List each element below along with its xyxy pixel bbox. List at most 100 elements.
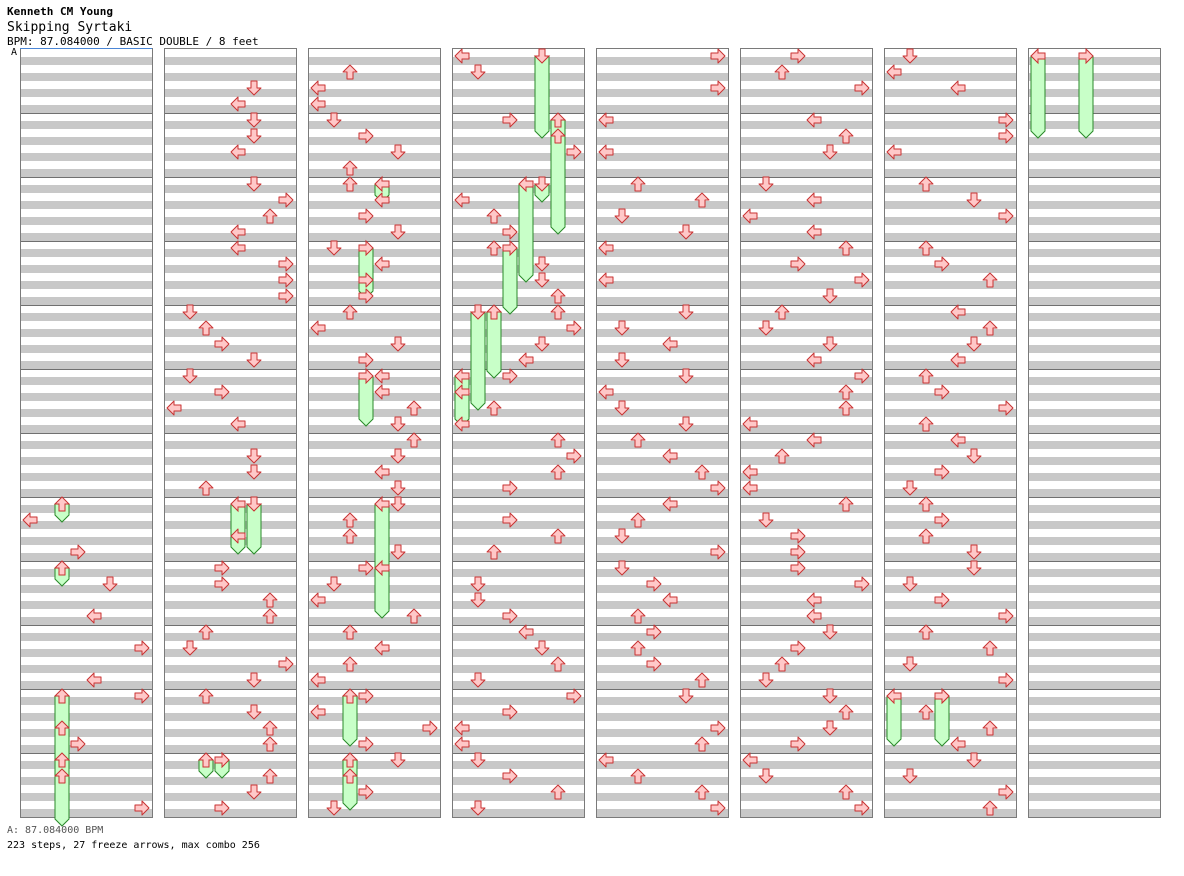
down-arrow-icon [246,352,262,368]
measure-line [741,113,872,114]
left-arrow-icon [662,336,678,352]
up-arrow-icon [198,320,214,336]
left-arrow-icon [806,112,822,128]
chart-column [164,48,297,818]
measure-line [741,177,872,178]
measure-line [21,433,152,434]
freeze-head-up-arrow-icon [485,304,503,320]
measure-line [309,177,440,178]
down-arrow-icon [326,800,342,816]
down-arrow-icon [614,208,630,224]
measure-line [309,753,440,754]
measure-line [21,625,152,626]
chart-column [884,48,1017,818]
measure-line [885,561,1016,562]
left-arrow-icon [22,512,38,528]
down-arrow-icon [390,416,406,432]
right-arrow-icon [934,464,950,480]
up-arrow-icon [694,672,710,688]
up-arrow-icon [774,448,790,464]
up-arrow-icon [486,208,502,224]
right-arrow-icon [278,656,294,672]
measure-line [885,433,1016,434]
down-arrow-icon [390,448,406,464]
measure-line [597,561,728,562]
left-arrow-icon [374,192,390,208]
up-arrow-icon [982,640,998,656]
measure-line [165,625,296,626]
measure-line [597,625,728,626]
right-arrow-icon [854,800,870,816]
left-arrow-icon [454,720,470,736]
freeze-head-up-arrow-icon [53,752,71,768]
down-arrow-icon [246,80,262,96]
step-stats: 223 steps, 27 freeze arrows, max combo 2… [7,840,260,851]
down-arrow-icon [390,336,406,352]
chart-column [308,48,441,818]
down-arrow-icon [246,112,262,128]
up-arrow-icon [918,496,934,512]
right-arrow-icon [502,368,518,384]
left-arrow-icon [230,416,246,432]
freeze-head-left-arrow-icon [374,495,390,513]
left-arrow-icon [886,64,902,80]
left-arrow-icon [662,448,678,464]
measure-line [597,689,728,690]
left-arrow-icon [886,144,902,160]
freeze-arrow-body [502,247,518,315]
down-arrow-icon [966,448,982,464]
up-arrow-icon [982,800,998,816]
up-arrow-icon [406,432,422,448]
right-arrow-icon [710,800,726,816]
right-arrow-icon [646,576,662,592]
right-arrow-icon [278,256,294,272]
measure-line [165,305,296,306]
freeze-head-left-arrow-icon [374,175,390,193]
measure-line [741,369,872,370]
right-arrow-icon [134,640,150,656]
left-arrow-icon [230,528,246,544]
measure-line [453,433,584,434]
down-arrow-icon [678,688,694,704]
measure-line [453,497,584,498]
up-arrow-icon [342,528,358,544]
measure-line [1029,625,1160,626]
down-arrow-icon [614,352,630,368]
up-arrow-icon [486,240,502,256]
down-arrow-icon [678,224,694,240]
measure-line [597,241,728,242]
left-arrow-icon [454,736,470,752]
left-arrow-icon [662,496,678,512]
measure-line [165,177,296,178]
measure-line [597,177,728,178]
down-arrow-icon [902,576,918,592]
right-arrow-icon [790,48,806,64]
down-arrow-icon [534,256,550,272]
right-arrow-icon [710,544,726,560]
down-arrow-icon [470,576,486,592]
down-arrow-icon [470,672,486,688]
artist-name: Kenneth CM Young [7,5,113,18]
down-arrow-icon [902,768,918,784]
measure-line [1029,497,1160,498]
measure-line [309,625,440,626]
measure-line [597,113,728,114]
left-arrow-icon [310,96,326,112]
left-arrow-icon [806,608,822,624]
up-arrow-icon [630,512,646,528]
freeze-arrow-body [486,311,502,379]
chart-column [1028,48,1161,818]
up-arrow-icon [342,64,358,80]
up-arrow-icon [262,592,278,608]
measure-line [21,177,152,178]
up-arrow-icon [918,368,934,384]
left-arrow-icon [454,192,470,208]
up-arrow-icon [774,656,790,672]
down-arrow-icon [246,448,262,464]
up-arrow-icon [838,400,854,416]
down-arrow-icon [534,336,550,352]
up-arrow-icon [54,720,70,736]
up-arrow-icon [838,240,854,256]
down-arrow-icon [470,800,486,816]
down-arrow-icon [966,544,982,560]
